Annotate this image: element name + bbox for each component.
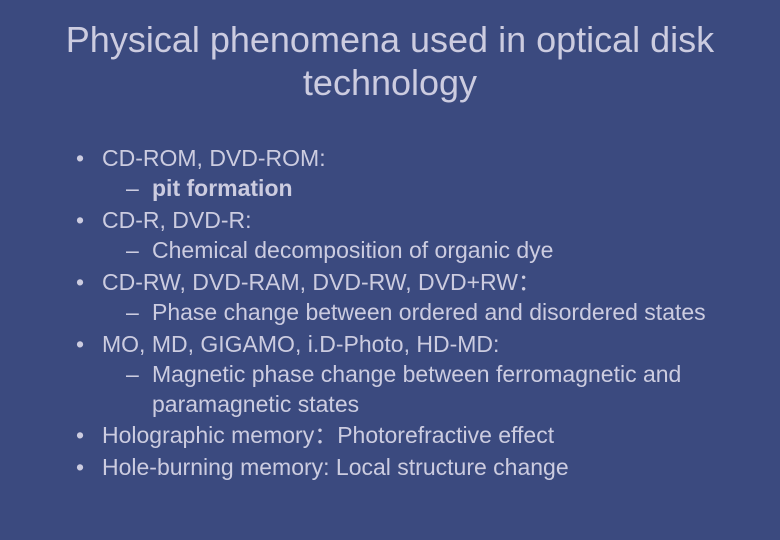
sub-item-label: Phase change between ordered and disorde…	[152, 299, 706, 325]
sub-list-item: Chemical decomposition of organic dye	[126, 236, 740, 266]
sub-list-item: Magnetic phase change between ferromagne…	[126, 360, 740, 420]
list-item: Hole-burning memory: Local structure cha…	[70, 453, 740, 483]
sub-list: Chemical decomposition of organic dye	[102, 236, 740, 266]
item-label: CD-R, DVD-R:	[102, 207, 252, 233]
list-item: CD-RW, DVD-RAM, DVD-RW, DVD+RW： Phase ch…	[70, 268, 740, 328]
sub-list: pit formation	[102, 174, 740, 204]
item-label: CD-ROM, DVD-ROM:	[102, 145, 326, 171]
list-item: Holographic memory：Photorefractive effec…	[70, 421, 740, 451]
sub-list: Magnetic phase change between ferromagne…	[102, 360, 740, 420]
sub-list-item: pit formation	[126, 174, 740, 204]
item-label: MO, MD, GIGAMO, i.D-Photo, HD-MD:	[102, 331, 499, 357]
slide-content: CD-ROM, DVD-ROM: pit formation CD-R, DVD…	[40, 144, 740, 483]
sub-list-item: Phase change between ordered and disorde…	[126, 298, 740, 328]
sub-list: Phase change between ordered and disorde…	[102, 298, 740, 328]
list-item: CD-ROM, DVD-ROM: pit formation	[70, 144, 740, 204]
slide-title: Physical phenomena used in optical disk …	[40, 18, 740, 104]
sub-item-label: Magnetic phase change between ferromagne…	[152, 361, 681, 417]
sub-item-label: pit formation	[152, 175, 293, 201]
bullet-list: CD-ROM, DVD-ROM: pit formation CD-R, DVD…	[70, 144, 740, 483]
sub-item-label: Chemical decomposition of organic dye	[152, 237, 553, 263]
list-item: CD-R, DVD-R: Chemical decomposition of o…	[70, 206, 740, 266]
list-item: MO, MD, GIGAMO, i.D-Photo, HD-MD: Magnet…	[70, 330, 740, 420]
item-label: Hole-burning memory: Local structure cha…	[102, 454, 569, 480]
item-label: CD-RW, DVD-RAM, DVD-RW, DVD+RW：	[102, 269, 541, 295]
item-label: Holographic memory：Photorefractive effec…	[102, 422, 554, 448]
